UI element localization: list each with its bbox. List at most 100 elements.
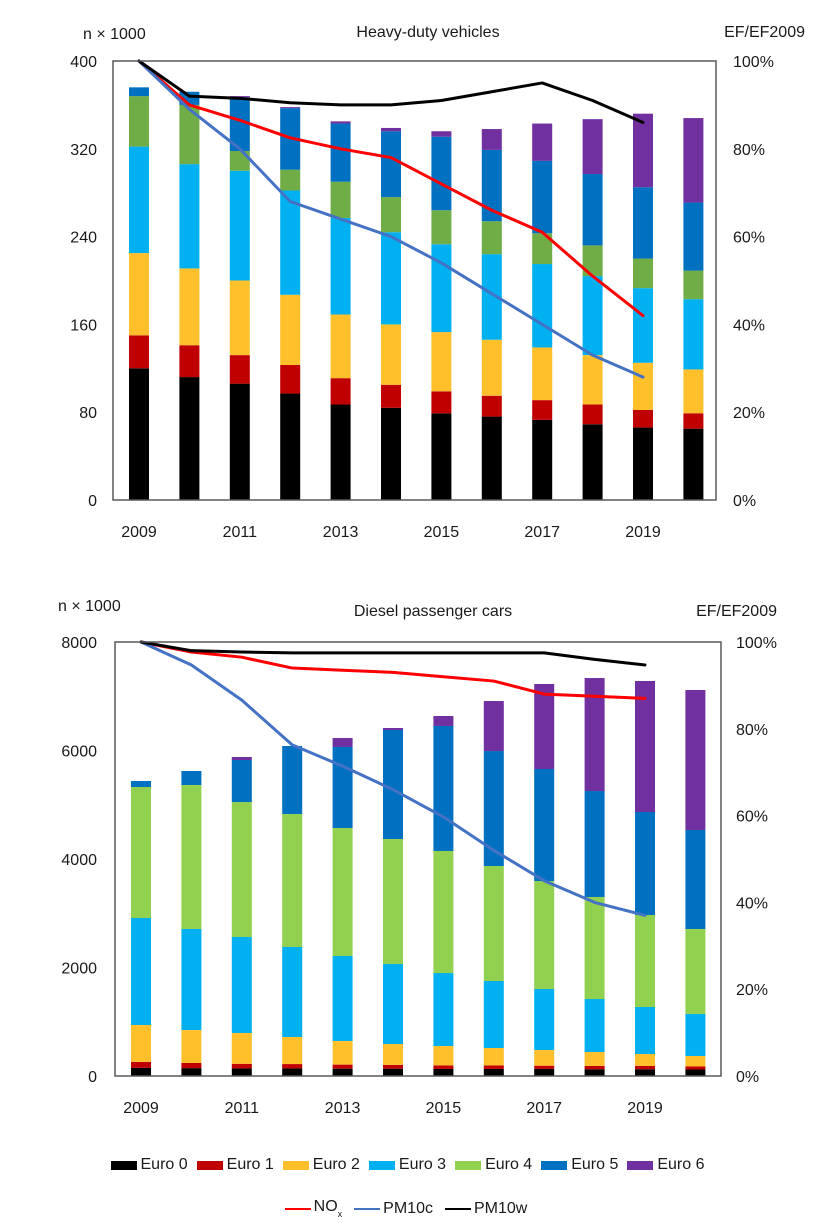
bar-segment-euro-5 xyxy=(584,791,605,897)
bar-segment-euro-4 xyxy=(280,169,301,191)
legend-label: NOx xyxy=(313,1198,343,1219)
bar-segment-euro-1 xyxy=(582,404,603,425)
bar-segment-euro-3 xyxy=(685,1013,706,1056)
bar-segment-euro-3 xyxy=(433,973,454,1046)
bar-segment-euro-2 xyxy=(330,314,351,379)
legend-label: Euro 2 xyxy=(312,1156,360,1173)
legend-label: Euro 5 xyxy=(571,1156,619,1173)
bar-segment-euro-2 xyxy=(683,369,704,414)
bar-segment-euro-4 xyxy=(231,802,252,938)
bar-segment-euro-1 xyxy=(179,345,200,378)
bar-segment-euro-3 xyxy=(481,254,502,340)
bar-segment-euro-6 xyxy=(582,119,603,175)
bar-segment-euro-0 xyxy=(280,393,301,500)
bar-segment-euro-2 xyxy=(633,362,653,411)
left-axis-tick-label: 0 xyxy=(88,1069,97,1086)
legend-item-nox: NOx xyxy=(284,1198,343,1219)
bar-segment-euro-6 xyxy=(685,690,706,830)
bar-segment-euro-6 xyxy=(635,681,655,813)
bar-segment-euro-5 xyxy=(683,202,704,271)
bar-segment-euro-0 xyxy=(635,1069,655,1076)
bar-segment-euro-4 xyxy=(635,914,655,1007)
line-pm10w xyxy=(139,640,647,667)
bar-segment-euro-4 xyxy=(282,813,303,947)
legend-item-euro-5: Euro 5 xyxy=(541,1156,618,1174)
bar-segment-euro-1 xyxy=(131,1061,151,1068)
left-axis-tick-label: 2000 xyxy=(61,961,97,978)
bar-segment-euro-1 xyxy=(381,384,401,408)
right-axis-tick-label: 20% xyxy=(736,982,768,999)
legend-item-euro-6: Euro 6 xyxy=(627,1156,704,1174)
legend-label: Euro 0 xyxy=(140,1156,188,1173)
bar-segment-euro-5 xyxy=(332,746,353,829)
chart2-ylabel: n × 1000 xyxy=(58,598,121,615)
bar-segment-euro-5 xyxy=(383,729,403,839)
bar-segment-euro-5 xyxy=(582,174,603,246)
bar-segment-euro-5 xyxy=(483,751,504,866)
chart1-title: Heavy-duty vehicles xyxy=(356,24,499,41)
bar-segment-euro-3 xyxy=(332,955,353,1042)
bar-segment-euro-5 xyxy=(282,745,303,814)
bar-segment-euro-6 xyxy=(381,127,401,132)
bar-segment-euro-3 xyxy=(431,244,452,333)
legend-euro-classes: Euro 0 Euro 1 Euro 2 Euro 3 Euro 4 Euro 5 Euro… xyxy=(0,1156,824,1174)
bar-segment-euro-1 xyxy=(431,391,452,414)
bar-segment-euro-6 xyxy=(330,121,351,124)
legend-label-subscript: x xyxy=(337,1209,343,1219)
bar-segment-euro-2 xyxy=(229,280,250,356)
bar-segment-euro-3 xyxy=(683,299,704,370)
bar-segment-euro-2 xyxy=(231,1032,252,1064)
bar-segment-euro-4 xyxy=(483,865,504,982)
legend-label: PM10w xyxy=(473,1199,528,1217)
bar-segment-euro-2 xyxy=(381,324,401,385)
bar-segment-euro-1 xyxy=(129,335,149,369)
legend-item-euro-4: Euro 4 xyxy=(455,1156,532,1174)
bar-segment-euro-6 xyxy=(481,129,502,150)
bar-segment-euro-0 xyxy=(532,419,553,500)
bar-segment-euro-3 xyxy=(129,146,149,254)
bar-segment-euro-2 xyxy=(685,1055,706,1067)
chart1-ylabel: n × 1000 xyxy=(83,26,146,43)
line-nox xyxy=(137,59,645,318)
chart-diesel-passenger-cars: n × 1000 Diesel passenger cars EF/EF2009… xyxy=(58,598,777,1117)
left-axis-tick-label: 400 xyxy=(70,54,97,71)
bar-segment-euro-1 xyxy=(433,1065,454,1069)
bar-segment-euro-6 xyxy=(383,727,403,730)
chart1-left-axis-ticks: 0 80 160 240 320 400 xyxy=(70,54,97,510)
bar-segment-euro-5 xyxy=(685,829,706,929)
bar-segment-euro-0 xyxy=(582,424,603,500)
bar-segment-euro-1 xyxy=(635,1065,655,1070)
bar-segment-euro-3 xyxy=(229,170,250,281)
bar-segment-euro-2 xyxy=(534,1050,555,1066)
bar-segment-euro-2 xyxy=(431,332,452,392)
bar-segment-euro-3 xyxy=(383,964,403,1044)
bar-segment-euro-1 xyxy=(481,395,502,417)
bar-segment-euro-5 xyxy=(129,87,149,97)
chart2-bars xyxy=(131,678,706,1076)
bar-segment-euro-0 xyxy=(431,413,452,500)
right-axis-tick-label: 80% xyxy=(733,142,765,159)
x-axis-tick-label: 2009 xyxy=(123,1100,159,1117)
legend-label: Euro 3 xyxy=(398,1156,447,1173)
right-axis-tick-label: 80% xyxy=(736,722,768,739)
bar-segment-euro-0 xyxy=(179,377,200,500)
bar-segment-euro-3 xyxy=(582,276,603,356)
bar-segment-euro-6 xyxy=(229,96,250,98)
bar-segment-euro-4 xyxy=(431,210,452,245)
bar-segment-euro-2 xyxy=(282,1036,303,1065)
bar-segment-euro-2 xyxy=(433,1045,454,1066)
chart1-lines xyxy=(137,59,645,379)
bar-segment-euro-2 xyxy=(481,339,502,396)
legend-item-pm10w: PM10w xyxy=(444,1199,528,1218)
line-nox xyxy=(139,640,647,700)
left-axis-tick-label: 6000 xyxy=(61,744,97,761)
bar-segment-euro-0 xyxy=(181,1068,202,1076)
bar-segment-euro-0 xyxy=(433,1068,454,1076)
bar-segment-euro-0 xyxy=(229,383,250,500)
x-axis-tick-label: 2011 xyxy=(223,524,258,541)
x-axis-tick-label: 2009 xyxy=(121,524,157,541)
bar-segment-euro-1 xyxy=(181,1062,202,1069)
x-axis-tick-label: 2019 xyxy=(627,1100,663,1117)
bar-segment-euro-3 xyxy=(635,1006,655,1054)
bar-segment-euro-4 xyxy=(131,787,151,919)
